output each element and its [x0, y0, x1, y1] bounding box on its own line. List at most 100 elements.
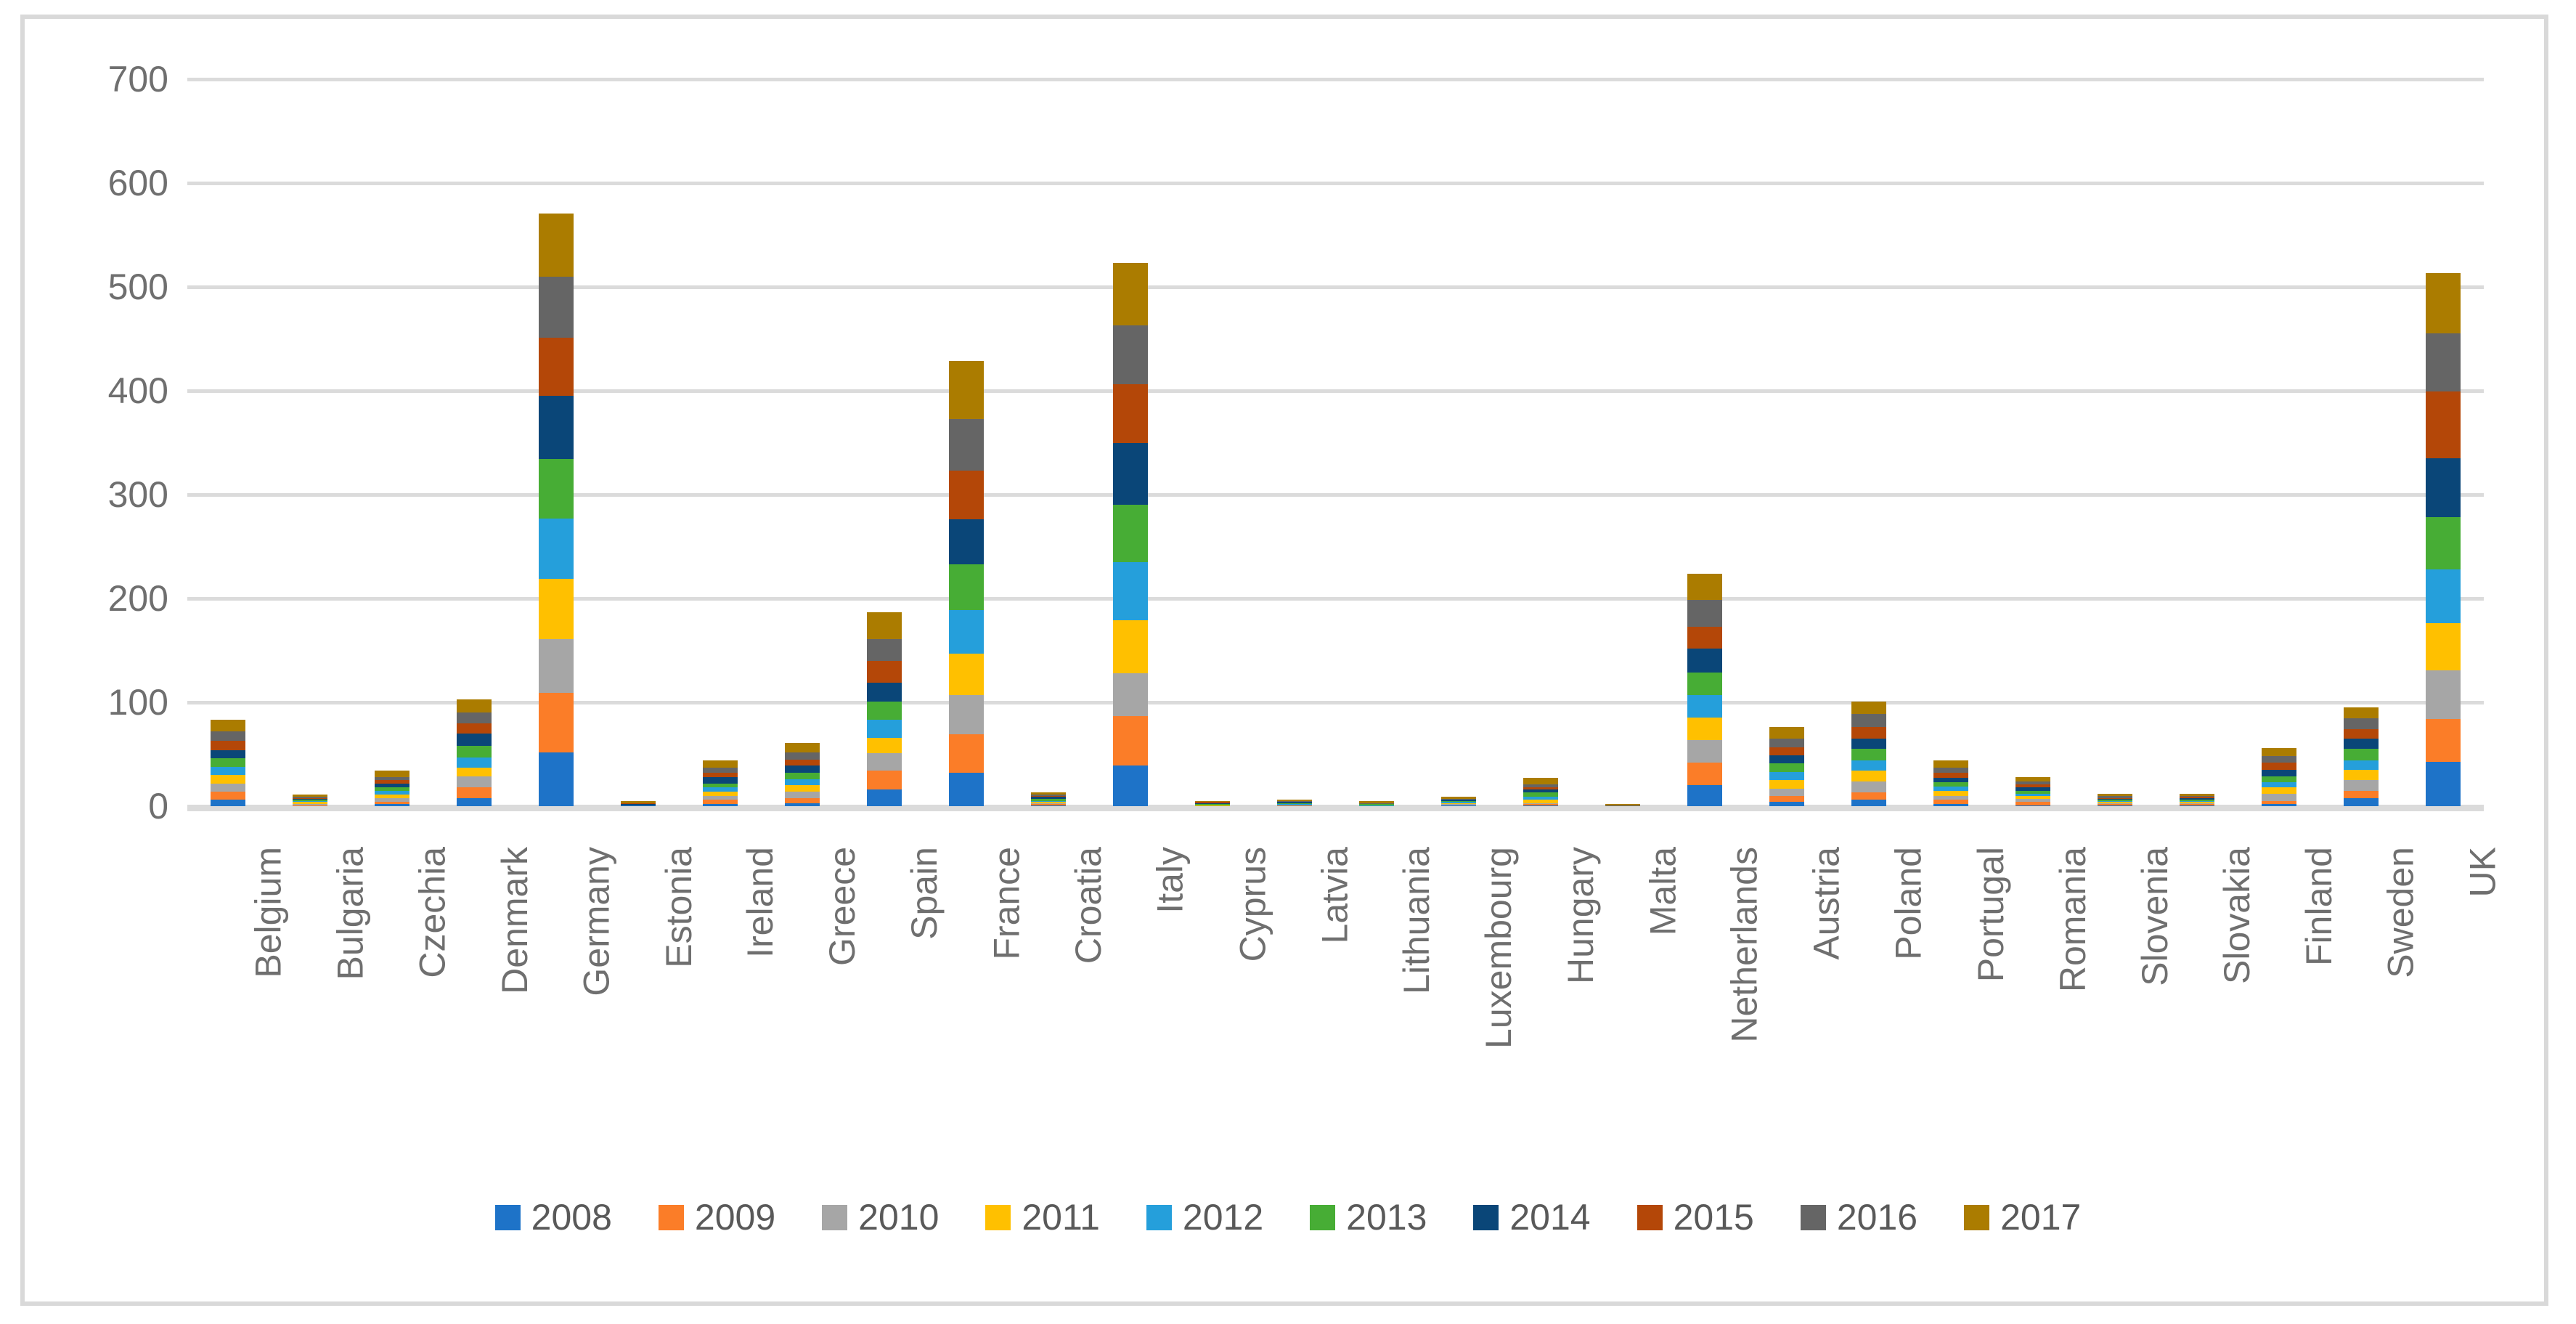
bar-segment-cyprus-2013 — [1195, 804, 1231, 805]
x-axis-label-spain: Spain — [904, 847, 945, 940]
bar-segment-spain-2014 — [867, 682, 902, 702]
bar-segment-croatia-2010 — [1031, 803, 1067, 805]
bar-segment-portugal-2008 — [1933, 804, 1968, 806]
bar-segment-sweden-2014 — [2343, 739, 2379, 750]
bar-segment-denmark-2008 — [457, 797, 492, 806]
x-axis-label-luxembourg: Luxembourg — [1477, 847, 1519, 1049]
bar-croatia — [1031, 792, 1067, 806]
bar-segment-hungary-2010 — [1523, 803, 1558, 805]
bar-segment-czechia-2011 — [375, 795, 410, 798]
y-tick-label-100: 100 — [107, 682, 168, 723]
bar-segment-denmark-2010 — [457, 776, 492, 788]
bar-segment-portugal-2010 — [1933, 795, 1968, 800]
bar-segment-denmark-2017 — [457, 699, 492, 713]
bar-segment-poland-2008 — [1851, 800, 1886, 806]
bar-segment-finland-2015 — [2261, 762, 2296, 770]
x-axis-label-latvia: Latvia — [1314, 847, 1356, 944]
bar-segment-italy-2015 — [1113, 384, 1149, 443]
gridline-700 — [187, 78, 2484, 81]
bar-segment-austria-2016 — [1769, 739, 1804, 747]
bar-segment-france-2013 — [949, 564, 985, 610]
bar-segment-latvia-2009 — [1277, 805, 1313, 806]
bar-segment-sweden-2009 — [2343, 790, 2379, 798]
bar-segment-austria-2008 — [1769, 802, 1804, 806]
bar-segment-slovenia-2009 — [2097, 804, 2132, 805]
bar-segment-ireland-2014 — [703, 776, 738, 784]
bar-segment-denmark-2009 — [457, 787, 492, 798]
bar-segment-italy-2012 — [1113, 561, 1149, 621]
bar-segment-sweden-2016 — [2343, 718, 2379, 730]
bar-segment-belgium-2011 — [211, 775, 246, 784]
x-axis-label-estonia: Estonia — [658, 847, 699, 968]
x-axis-label-malta: Malta — [1642, 847, 1683, 936]
bar-segment-sweden-2010 — [2343, 780, 2379, 791]
legend-swatch-2011 — [985, 1204, 1011, 1230]
bar-segment-croatia-2014 — [1031, 797, 1067, 800]
bar-segment-austria-2015 — [1769, 747, 1804, 755]
y-tick-label-300: 300 — [107, 474, 168, 515]
x-axis-label-belgium: Belgium — [248, 847, 289, 978]
legend-label-2012: 2012 — [1182, 1197, 1264, 1238]
bar-segment-malta-2017 — [1605, 804, 1640, 805]
x-axis-label-austria: Austria — [1806, 847, 1847, 960]
bar-segment-poland-2011 — [1851, 771, 1886, 781]
x-axis-label-slovenia: Slovenia — [2134, 847, 2175, 986]
bar-segment-hungary-2015 — [1523, 787, 1558, 790]
bar-segment-spain-2013 — [867, 701, 902, 720]
bar-segment-greece-2010 — [785, 792, 820, 798]
bar-segment-portugal-2012 — [1933, 786, 1968, 791]
bar-segment-romania-2014 — [2015, 787, 2050, 791]
x-axis-label-finland: Finland — [2298, 847, 2339, 966]
bar-segment-belgium-2012 — [211, 766, 246, 776]
bar-segment-romania-2017 — [2015, 777, 2050, 781]
chart-border — [20, 15, 2548, 1306]
bar-segment-greece-2009 — [785, 797, 820, 803]
bar-segment-slovenia-2011 — [2097, 802, 2132, 803]
bar-segment-uk-2016 — [2425, 333, 2461, 392]
legend-label-2013: 2013 — [1346, 1197, 1427, 1238]
bar-segment-cyprus-2014 — [1195, 803, 1231, 805]
bar-segment-denmark-2016 — [457, 712, 492, 723]
legend-item-2009: 2009 — [658, 1197, 775, 1238]
bar-germany — [539, 213, 574, 806]
y-tick-label-400: 400 — [107, 370, 168, 411]
bar-finland — [2261, 747, 2296, 806]
bar-segment-spain-2012 — [867, 720, 902, 738]
bar-segment-netherlands-2012 — [1687, 695, 1722, 718]
bar-segment-ireland-2012 — [703, 787, 738, 792]
bar-segment-uk-2008 — [2425, 761, 2461, 806]
bar-segment-ireland-2015 — [703, 773, 738, 777]
bar-segment-slovakia-2016 — [2179, 795, 2214, 797]
bar-segment-luxembourg-2008 — [1440, 805, 1476, 806]
gridline-200 — [187, 597, 2484, 601]
bar-segment-sweden-2008 — [2343, 797, 2379, 806]
bar-segment-slovakia-2017 — [2179, 793, 2214, 796]
gridline-100 — [187, 701, 2484, 704]
bar-segment-italy-2009 — [1113, 715, 1149, 766]
bar-segment-germany-2010 — [539, 638, 574, 694]
bar-segment-belgium-2013 — [211, 758, 246, 767]
bar-segment-finland-2011 — [2261, 787, 2296, 794]
gridline-0 — [187, 805, 2484, 811]
bar-segment-sweden-2013 — [2343, 749, 2379, 761]
bar-segment-latvia-2016 — [1277, 800, 1313, 803]
legend-item-2014: 2014 — [1473, 1197, 1591, 1238]
bar-segment-croatia-2012 — [1031, 800, 1067, 803]
bar-segment-germany-2016 — [539, 276, 574, 338]
x-axis-label-bulgaria: Bulgaria — [330, 847, 371, 980]
bar-segment-austria-2012 — [1769, 771, 1804, 781]
x-axis-label-netherlands: Netherlands — [1724, 847, 1765, 1043]
legend-item-2012: 2012 — [1146, 1197, 1263, 1238]
bar-segment-finland-2016 — [2261, 756, 2296, 763]
bar-slovakia — [2179, 793, 2214, 806]
bar-segment-belgium-2015 — [211, 740, 246, 750]
bar-ireland — [703, 760, 738, 806]
bar-segment-belgium-2008 — [211, 800, 246, 806]
legend-item-2016: 2016 — [1800, 1197, 1917, 1238]
bar-segment-hungary-2008 — [1523, 805, 1558, 806]
legend-label-2015: 2015 — [1673, 1197, 1754, 1238]
bar-segment-romania-2012 — [2015, 793, 2050, 796]
bar-segment-latvia-2014 — [1277, 802, 1313, 803]
bar-segment-portugal-2016 — [1933, 768, 1968, 773]
bar-segment-netherlands-2011 — [1687, 718, 1722, 740]
